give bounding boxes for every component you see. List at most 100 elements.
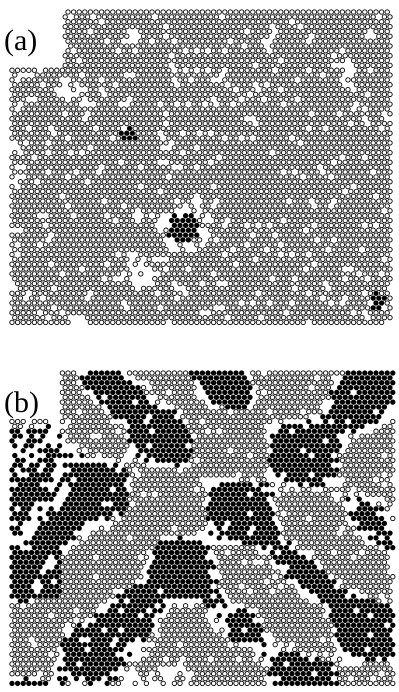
open-site xyxy=(323,214,327,218)
filled-site xyxy=(214,376,218,380)
open-site xyxy=(256,439,260,443)
open-site xyxy=(228,458,232,462)
open-site xyxy=(217,165,221,169)
open-site xyxy=(209,54,213,58)
filled-site xyxy=(293,444,297,448)
open-site xyxy=(133,194,137,198)
open-site xyxy=(239,126,243,130)
open-site xyxy=(99,320,103,324)
open-site xyxy=(279,272,283,276)
open-site xyxy=(63,73,67,77)
open-site xyxy=(189,458,193,462)
filled-site xyxy=(242,395,246,399)
open-site xyxy=(354,277,358,281)
open-site xyxy=(259,34,263,38)
open-site xyxy=(102,34,106,38)
open-site xyxy=(231,121,235,125)
open-site xyxy=(360,24,364,28)
open-site xyxy=(315,112,319,116)
open-site xyxy=(312,390,316,394)
open-site xyxy=(298,296,302,300)
open-site xyxy=(388,73,392,77)
open-site xyxy=(385,165,389,169)
open-site xyxy=(242,306,246,310)
open-site xyxy=(32,78,36,82)
open-site xyxy=(99,311,103,315)
filled-site xyxy=(329,390,333,394)
open-site xyxy=(209,63,213,67)
open-site xyxy=(83,252,87,256)
open-site xyxy=(119,44,123,48)
open-site xyxy=(147,209,151,213)
open-site xyxy=(125,286,129,290)
open-site xyxy=(24,267,28,271)
open-site xyxy=(189,390,193,394)
open-site xyxy=(111,252,115,256)
open-site xyxy=(234,10,238,14)
open-site xyxy=(340,311,344,315)
filled-site xyxy=(237,405,241,409)
open-site xyxy=(211,165,215,169)
open-site xyxy=(111,165,115,169)
open-site xyxy=(197,444,201,448)
open-site xyxy=(52,277,56,281)
open-site xyxy=(105,87,109,91)
open-site xyxy=(116,214,120,218)
open-site xyxy=(262,400,266,404)
open-site xyxy=(251,214,255,218)
open-site xyxy=(203,286,207,290)
open-site xyxy=(265,54,269,58)
open-site xyxy=(102,180,106,184)
open-site xyxy=(99,155,103,159)
open-site xyxy=(377,160,381,164)
open-site xyxy=(343,257,347,261)
open-site xyxy=(239,458,243,462)
open-site xyxy=(237,453,241,457)
open-site xyxy=(225,199,229,203)
open-site xyxy=(312,58,316,62)
open-site xyxy=(287,218,291,222)
open-site xyxy=(273,107,277,111)
filled-site xyxy=(99,400,103,404)
open-site xyxy=(41,199,45,203)
open-site xyxy=(203,199,207,203)
open-site xyxy=(175,395,179,399)
open-site xyxy=(130,24,134,28)
open-site xyxy=(195,262,199,266)
open-site xyxy=(186,63,190,67)
open-site xyxy=(267,10,271,14)
open-site xyxy=(150,194,154,198)
open-site xyxy=(365,131,369,135)
open-site xyxy=(41,228,45,232)
open-site xyxy=(71,243,75,247)
filled-site xyxy=(343,405,347,409)
open-site xyxy=(169,385,173,389)
open-site xyxy=(164,296,168,300)
open-site xyxy=(122,311,126,315)
open-site xyxy=(91,160,95,164)
open-site xyxy=(108,92,112,96)
open-site xyxy=(200,410,204,414)
open-site xyxy=(242,247,246,251)
open-site xyxy=(155,243,159,247)
open-site xyxy=(326,209,330,213)
open-site xyxy=(66,390,70,394)
open-site xyxy=(374,439,378,443)
filled-site xyxy=(85,376,89,380)
open-site xyxy=(183,381,187,385)
open-site xyxy=(46,83,50,87)
open-site xyxy=(21,117,25,121)
open-site xyxy=(71,10,75,14)
open-site xyxy=(231,44,235,48)
open-site xyxy=(197,24,201,28)
open-site xyxy=(301,87,305,91)
filled-site xyxy=(94,390,98,394)
open-site xyxy=(91,277,95,281)
filled-site xyxy=(119,405,123,409)
open-site xyxy=(105,429,109,433)
open-site xyxy=(127,87,131,91)
open-site xyxy=(183,272,187,276)
open-site xyxy=(66,165,70,169)
open-site xyxy=(287,385,291,389)
open-site xyxy=(231,73,235,77)
